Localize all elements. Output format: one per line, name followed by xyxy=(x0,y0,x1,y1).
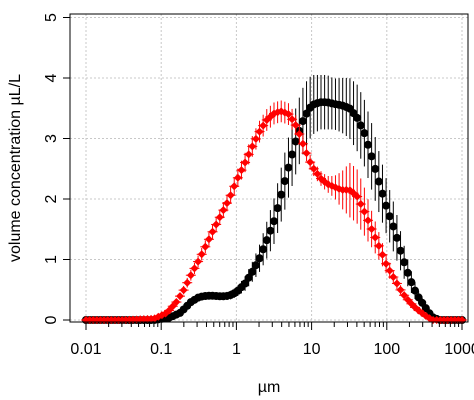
data-point xyxy=(396,246,405,255)
plot-frame xyxy=(69,13,469,323)
data-point xyxy=(266,226,275,235)
data-point xyxy=(353,113,362,122)
data-point xyxy=(378,189,387,198)
data-point xyxy=(259,245,268,254)
x-axis-label: µm xyxy=(258,379,281,396)
x-tick-label: 1 xyxy=(232,341,241,358)
data-point xyxy=(273,204,282,213)
y-tick-label: 4 xyxy=(43,73,60,82)
data-point xyxy=(385,212,394,221)
data-point xyxy=(262,236,271,245)
data-point xyxy=(407,278,416,287)
y-tick-label: 1 xyxy=(43,255,60,264)
data-point xyxy=(382,201,391,210)
data-point xyxy=(298,117,307,126)
x-tick-label: 0.1 xyxy=(150,341,172,358)
data-point xyxy=(360,129,369,138)
data-point xyxy=(392,233,401,242)
data-point xyxy=(241,279,250,288)
data-point xyxy=(270,217,278,226)
data-point xyxy=(364,140,372,149)
data-point xyxy=(244,273,253,282)
y-tick-label: 2 xyxy=(43,194,60,203)
data-point xyxy=(302,109,311,118)
data-point xyxy=(284,163,293,172)
y-tick-label: 5 xyxy=(43,13,60,22)
data-point xyxy=(255,254,264,263)
data-point xyxy=(291,137,300,146)
data-point xyxy=(248,267,257,276)
x-tick-label: 0.01 xyxy=(70,341,101,358)
data-point xyxy=(356,121,365,130)
data-point xyxy=(411,286,419,295)
data-point xyxy=(374,177,383,186)
x-tick-label: 100 xyxy=(373,341,400,358)
x-tick-label: 10 xyxy=(303,341,321,358)
data-point xyxy=(371,164,380,173)
data-point xyxy=(288,150,297,159)
data-point xyxy=(280,177,289,186)
data-point xyxy=(403,268,412,277)
data-point xyxy=(251,261,260,270)
data-point xyxy=(277,190,286,199)
y-axis-label: volume concentration µL/L xyxy=(7,74,24,262)
y-tick-label: 0 xyxy=(43,315,60,324)
data-point xyxy=(367,152,376,161)
data-point xyxy=(400,258,409,267)
y-tick-label: 3 xyxy=(43,134,60,143)
data-point xyxy=(389,222,398,231)
